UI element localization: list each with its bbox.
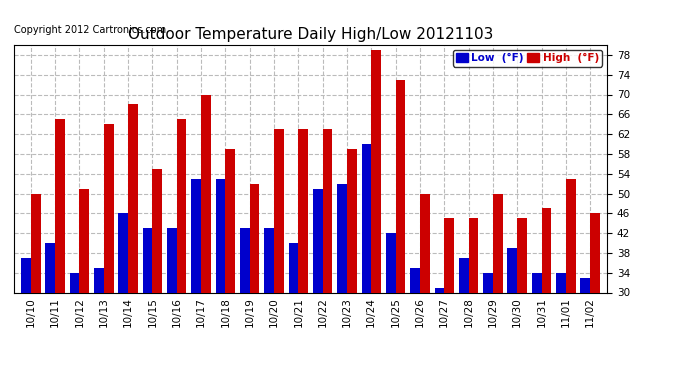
Bar bbox=[459, 258, 469, 292]
Bar bbox=[143, 228, 152, 292]
Bar bbox=[298, 129, 308, 292]
Bar bbox=[128, 104, 138, 292]
Bar bbox=[542, 209, 551, 292]
Bar bbox=[31, 194, 41, 292]
Bar bbox=[152, 169, 162, 292]
Bar bbox=[435, 288, 444, 292]
Bar bbox=[323, 129, 333, 292]
Bar bbox=[362, 144, 371, 292]
Bar bbox=[420, 194, 430, 292]
Bar bbox=[469, 218, 478, 292]
Bar bbox=[518, 218, 527, 292]
Bar bbox=[507, 248, 518, 292]
Bar bbox=[240, 228, 250, 292]
Bar bbox=[444, 218, 454, 292]
Bar bbox=[70, 273, 79, 292]
Title: Outdoor Temperature Daily High/Low 20121103: Outdoor Temperature Daily High/Low 20121… bbox=[128, 27, 493, 42]
Bar bbox=[119, 213, 128, 292]
Bar bbox=[264, 228, 274, 292]
Bar bbox=[580, 278, 590, 292]
Bar bbox=[226, 149, 235, 292]
Bar bbox=[347, 149, 357, 292]
Bar bbox=[274, 129, 284, 292]
Bar bbox=[177, 119, 186, 292]
Bar bbox=[216, 178, 226, 292]
Bar bbox=[191, 178, 201, 292]
Legend: Low  (°F), High  (°F): Low (°F), High (°F) bbox=[453, 50, 602, 66]
Bar bbox=[566, 178, 575, 292]
Bar bbox=[21, 258, 31, 292]
Bar bbox=[288, 243, 298, 292]
Bar bbox=[167, 228, 177, 292]
Bar bbox=[590, 213, 600, 292]
Bar bbox=[483, 273, 493, 292]
Bar bbox=[46, 243, 55, 292]
Bar bbox=[94, 268, 104, 292]
Text: Copyright 2012 Cartronics.com: Copyright 2012 Cartronics.com bbox=[14, 25, 166, 35]
Bar bbox=[79, 189, 89, 292]
Bar bbox=[104, 124, 114, 292]
Bar bbox=[313, 189, 323, 292]
Bar bbox=[493, 194, 502, 292]
Bar bbox=[250, 184, 259, 292]
Bar bbox=[532, 273, 542, 292]
Bar bbox=[411, 268, 420, 292]
Bar bbox=[371, 50, 381, 292]
Bar bbox=[201, 94, 210, 292]
Bar bbox=[395, 80, 405, 292]
Bar bbox=[55, 119, 65, 292]
Bar bbox=[337, 184, 347, 292]
Bar bbox=[556, 273, 566, 292]
Bar bbox=[386, 233, 395, 292]
